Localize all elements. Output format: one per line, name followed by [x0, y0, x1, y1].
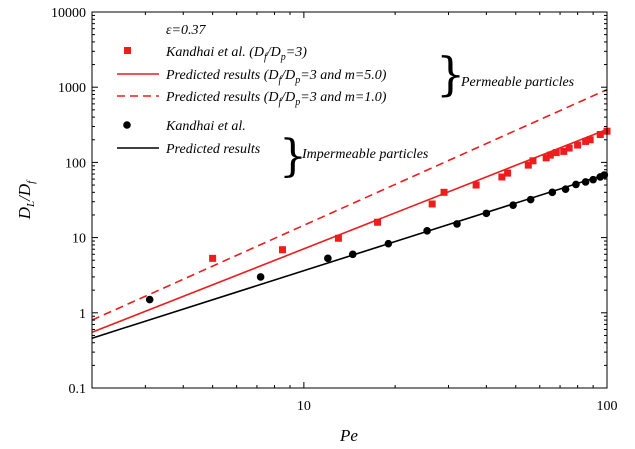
legend-label: Kandhai et al. (Df/Dp=3) [165, 45, 307, 63]
series-line-4 [91, 173, 608, 339]
legend-label-part: /D [280, 68, 295, 83]
red-square-point [529, 157, 537, 165]
series-line-1 [91, 128, 608, 334]
red-square-point [209, 254, 217, 262]
red-square-point [552, 149, 560, 157]
data-layer [91, 88, 611, 339]
black-circle-point [324, 254, 332, 263]
legend-label-part: Kandhai et al. (D [165, 45, 264, 60]
plot-frame [91, 11, 608, 389]
red-square-point [565, 144, 573, 152]
red-square-point [524, 161, 532, 169]
red-square-point [374, 218, 382, 226]
legend: Kandhai et al. (Df/Dp=3)Predicted result… [117, 45, 387, 157]
legend-label-part: =3) [286, 45, 307, 60]
y-axis-title-main: D [15, 206, 34, 220]
legend-label: Predicted results [165, 142, 261, 157]
y-axis-title-sub-f: f [25, 179, 37, 184]
legend-label-part: p [294, 97, 300, 108]
red-square-point [574, 141, 582, 149]
red-square-point [560, 147, 568, 155]
axes-layer: 10 100 0.1 1 10 100 1000 10000 [51, 6, 618, 414]
y-tick-label: 100 [65, 156, 86, 171]
legend-label: Kandhai et al. [165, 119, 246, 134]
legend-label-part: =3 and m=1.0) [300, 90, 387, 105]
y-tick-label: 1 [79, 307, 86, 322]
legend-label-part: /D [280, 90, 295, 105]
legend-square-marker [124, 47, 131, 54]
legend-label-part: p [280, 52, 286, 63]
red-square-point [542, 154, 550, 162]
legend-circle-marker [123, 121, 131, 129]
red-square-point [278, 246, 286, 254]
red-square-point [498, 173, 506, 181]
permeable-group-label: Permeable particles [460, 75, 575, 90]
red-square-point [546, 151, 554, 159]
legend-label-part: p [294, 75, 300, 86]
red-square-point [596, 130, 604, 138]
permeable-brace: } [436, 47, 465, 101]
legend-label-part: =3 and m=5.0) [300, 68, 387, 83]
y-axis-title: DL/Df [15, 179, 37, 220]
black-circle-point [145, 295, 154, 304]
y-axis-title-mid: /D [15, 183, 34, 202]
legend-label-part: Predicted results (D [165, 90, 279, 105]
black-circle-point [256, 273, 265, 281]
red-square-point [472, 181, 480, 189]
x-tick-label: 100 [597, 399, 618, 414]
red-square-point [586, 136, 594, 144]
red-square-point [582, 137, 590, 145]
red-square-point [428, 200, 436, 208]
x-axis-title: Pe [339, 426, 358, 445]
legend-label-part: Predicted results [165, 142, 261, 157]
impermeable-brace: } [279, 131, 307, 182]
legend-label: Predicted results (Df/Dp=3 and m=5.0) [165, 68, 387, 86]
legend-label-part: f [279, 75, 283, 86]
x-tick-label: 10 [297, 399, 311, 414]
legend-label: Predicted results (Df/Dp=3 and m=1.0) [165, 90, 387, 108]
y-tick-label: 1000 [58, 81, 86, 96]
red-square-point [334, 234, 342, 242]
series-line-2 [91, 88, 608, 321]
red-square-point [504, 169, 512, 177]
epsilon-annotation: ε=0.37 [166, 23, 206, 38]
red-square-point [440, 188, 448, 196]
legend-label-part: /D [266, 45, 281, 60]
legend-label-part: Kandhai et al. [165, 119, 246, 134]
impermeable-group-label: Impermeable particles [301, 147, 429, 162]
y-tick-label: 0.1 [69, 382, 87, 397]
legend-label-part: f [264, 52, 268, 63]
legend-label-part: Predicted results (D [165, 68, 279, 83]
y-axis-title-sub-l: L [25, 201, 37, 208]
legend-label-part: f [279, 97, 283, 108]
y-tick-label: 10 [72, 232, 86, 247]
y-tick-label: 10000 [51, 6, 86, 21]
